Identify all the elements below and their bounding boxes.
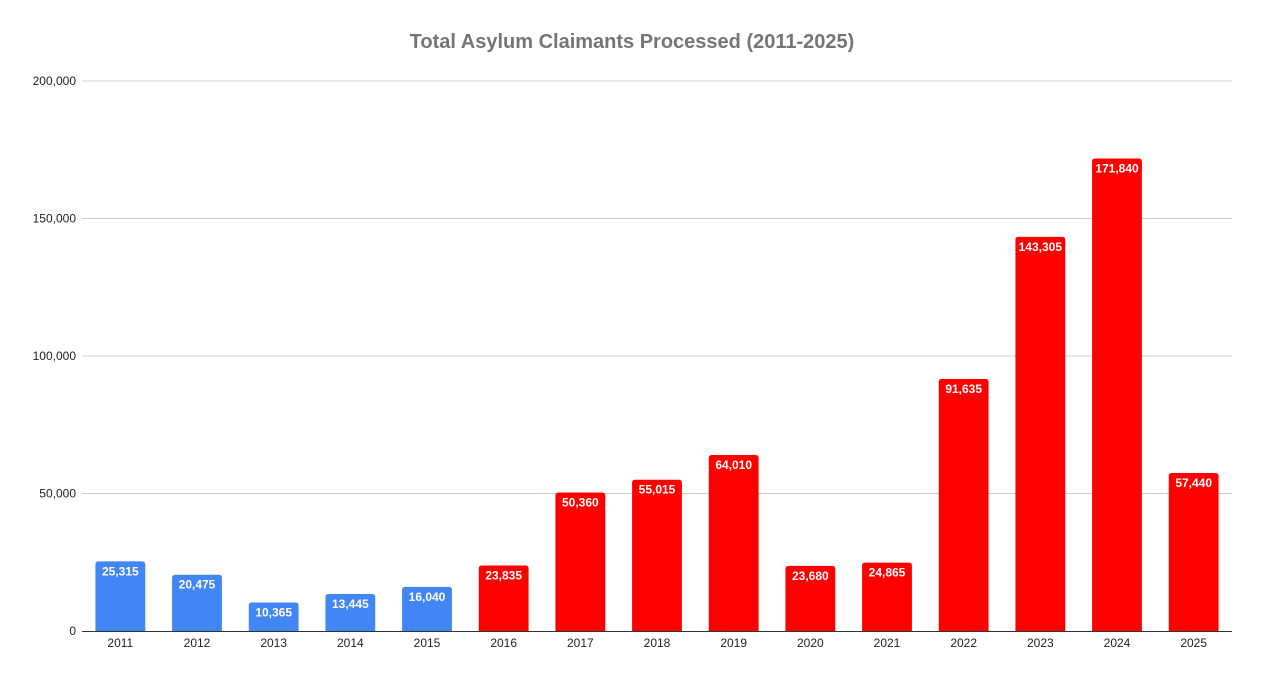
data-label-2013: 10,365 — [255, 605, 292, 619]
x-tick-label: 2017 — [567, 636, 594, 650]
bar-2021 — [862, 562, 912, 631]
bar-2025 — [1168, 473, 1219, 631]
data-label-2021: 24,865 — [869, 566, 906, 580]
bar-2011 — [95, 561, 146, 631]
data-label-2011: 25,315 — [102, 564, 139, 578]
y-tick-label: 200,000 — [33, 74, 77, 88]
data-label-2025: 57,440 — [1175, 476, 1212, 490]
data-label-2023: 143,305 — [1019, 240, 1063, 254]
x-tick-label: 2018 — [644, 636, 671, 650]
data-label-2022: 91,635 — [945, 382, 982, 396]
bar-2022 — [938, 379, 989, 631]
x-axis-ticks: 2011 2012 2013 2014 2015 2016 2017 2018 2019 2020… — [107, 636, 1207, 650]
bars — [95, 158, 1219, 631]
x-tick-label: 2013 — [260, 636, 287, 650]
data-label-2020: 23,680 — [792, 569, 829, 583]
bar-2014 — [325, 594, 376, 631]
data-label-2014: 13,445 — [332, 597, 369, 611]
bar-2019 — [708, 454, 759, 631]
y-tick-label: 0 — [69, 624, 76, 638]
x-tick-label: 2016 — [490, 636, 517, 650]
data-label-2015: 16,040 — [409, 590, 446, 604]
x-tick-label: 2015 — [414, 636, 441, 650]
y-tick-label: 50,000 — [39, 487, 76, 501]
bar-2023 — [1015, 236, 1066, 631]
x-tick-label: 2014 — [337, 636, 364, 650]
x-tick-label: 2025 — [1180, 636, 1207, 650]
y-tick-label: 150,000 — [33, 212, 77, 226]
data-label-2024: 171,840 — [1095, 161, 1139, 175]
bar-2016 — [478, 565, 529, 631]
data-labels: 25,315 20,475 10,365 13,445 16,040 23,835 50,3… — [102, 161, 1212, 619]
x-tick-label: 2024 — [1104, 636, 1131, 650]
data-label-2019: 64,010 — [715, 458, 752, 472]
data-label-2017: 50,360 — [562, 496, 599, 510]
data-label-2018: 55,015 — [639, 483, 676, 497]
x-tick-label: 2021 — [874, 636, 901, 650]
y-axis-ticks: 0 50,000 100,000 150,000 200,000 — [33, 74, 77, 638]
data-label-2012: 20,475 — [179, 578, 216, 592]
x-tick-label: 2023 — [1027, 636, 1054, 650]
bar-2017 — [555, 492, 606, 631]
bar-2012 — [172, 574, 222, 631]
x-tick-label: 2011 — [107, 636, 133, 650]
bar-2013 — [248, 602, 299, 631]
x-tick-label: 2022 — [950, 636, 977, 650]
bar-2024 — [1092, 158, 1142, 631]
x-tick-label: 2020 — [797, 636, 824, 650]
y-tick-label: 100,000 — [33, 349, 77, 363]
bar-2020 — [785, 565, 836, 631]
data-label-2016: 23,835 — [485, 568, 522, 582]
x-tick-label: 2012 — [184, 636, 211, 650]
chart-title: Total Asylum Claimants Processed (2011-2… — [410, 31, 855, 53]
x-tick-label: 2019 — [720, 636, 747, 650]
bar-2015 — [402, 586, 452, 631]
bar-2018 — [632, 479, 682, 631]
